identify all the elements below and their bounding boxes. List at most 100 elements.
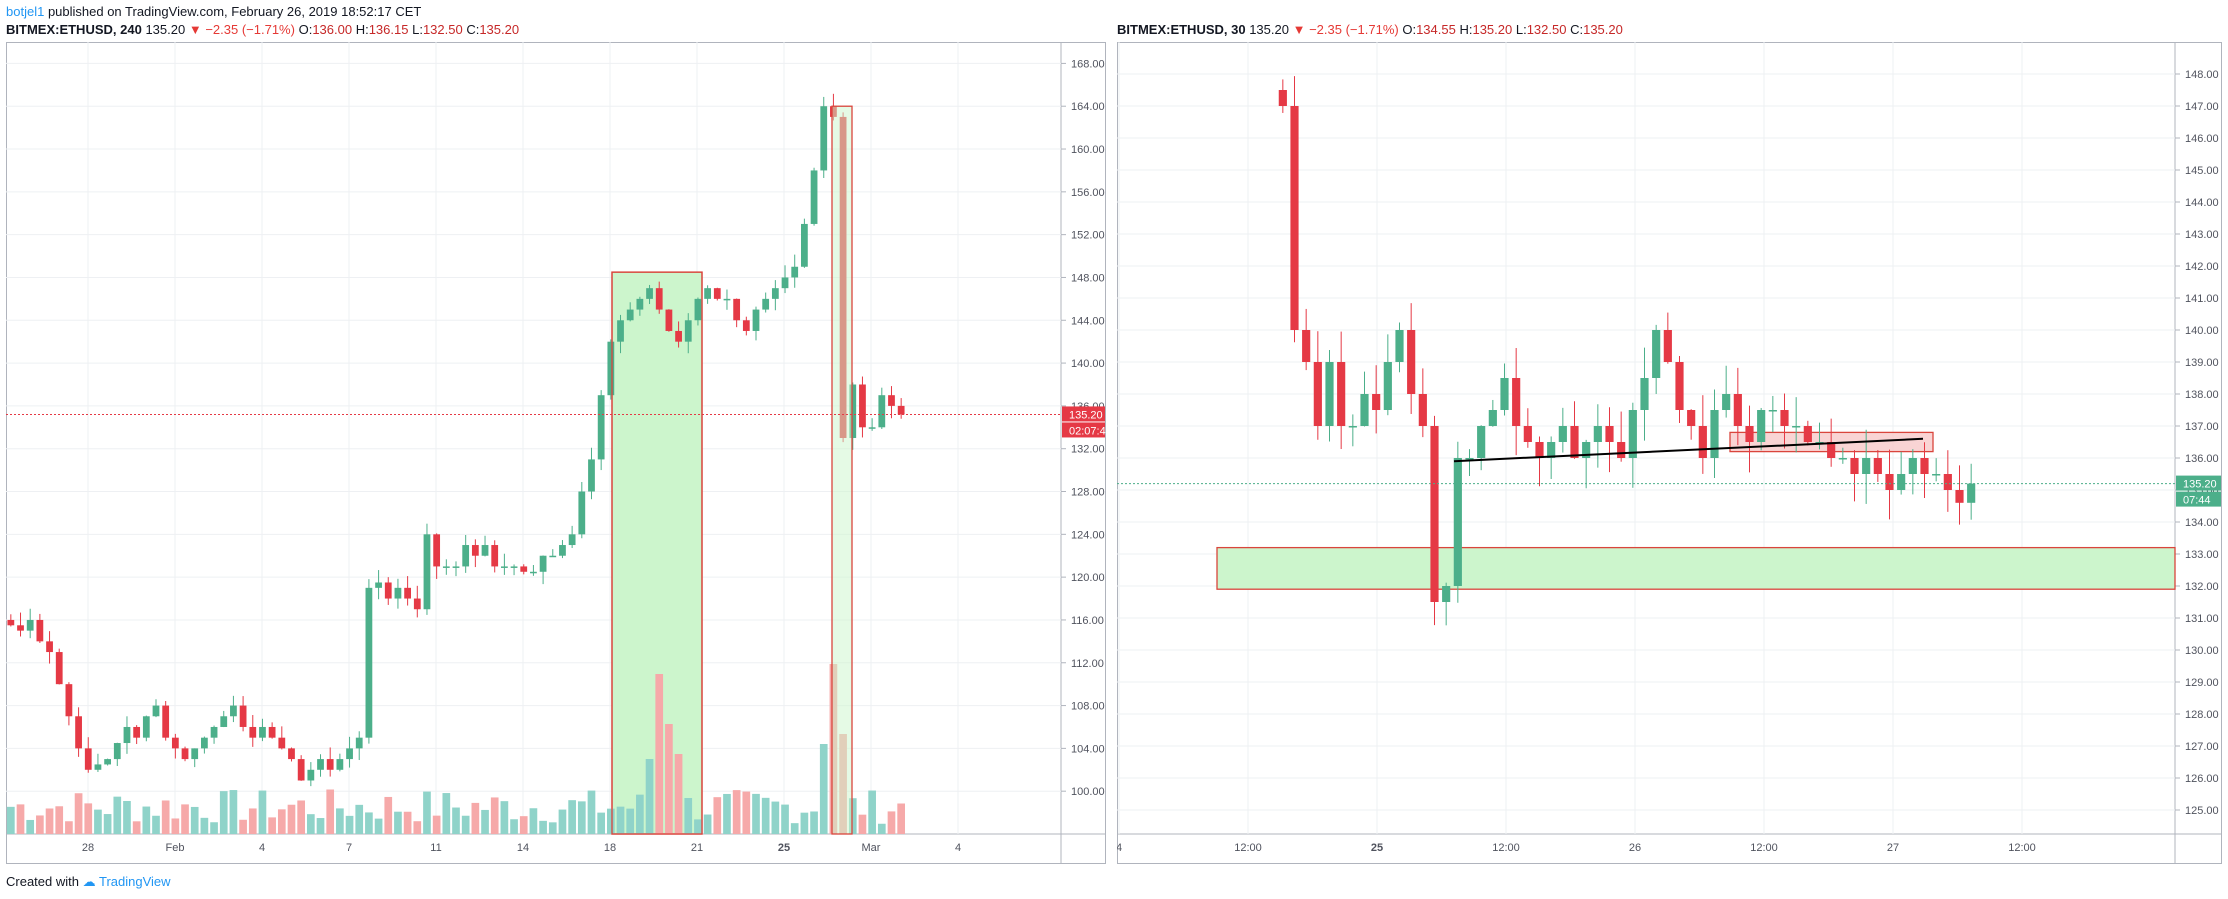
candle-body [559,545,566,556]
volume-bar [132,821,141,834]
candle-body [1885,474,1894,490]
candle-body [46,641,53,653]
volume-bar [781,804,789,834]
candle-body [1920,458,1929,474]
candle-body [1757,410,1766,442]
volume-bar [210,822,218,834]
volume-bar [500,801,509,834]
candle-body [1337,362,1346,426]
y-tick-label: 108.00 [1071,701,1105,713]
volume-bar [394,811,402,834]
author-link[interactable]: botjel1 [6,4,45,19]
y-tick-label: 146.00 [2185,133,2219,145]
last-price-label: 135.20 [1069,409,1103,421]
right-symbol-line: BITMEX:ETHUSD, 30 135.20 ▼ −2.35 (−1.71%… [1117,22,1623,37]
y-tick-label: 160.00 [1071,144,1105,156]
volume-bar [65,821,73,834]
candle-body [675,330,682,342]
candle-body [1383,362,1392,410]
candle-body [1628,410,1637,458]
y-tick-label: 145.00 [2185,165,2219,177]
y-tick-label: 148.00 [2185,69,2219,81]
volume-bar [423,791,431,834]
chart-frame [6,42,1106,864]
candle-body [1862,458,1871,474]
candle-body [307,769,315,781]
y-tick-label: 139.00 [2185,357,2219,369]
x-tick-label: 21 [691,842,703,854]
candle-body [520,566,528,572]
volume-bar [26,819,35,834]
y-tick-label: 156.00 [1071,187,1105,199]
candle-body [36,619,44,642]
right-chart[interactable]: 125.00 126.00 127.00 128.00 129.00 130.00 131.… [1117,42,2222,864]
candle-body [878,395,886,428]
candle-body [539,555,547,572]
candle-body [781,277,789,289]
candle-body [355,737,363,749]
volume-bar [442,793,451,834]
tradingview-link[interactable]: TradingView [99,874,171,889]
y-tick-label: 128.00 [2185,709,2219,721]
support-zone-box [1216,546,2176,590]
candle-body [1407,330,1416,394]
candle-body [1512,378,1521,426]
candle-body [394,587,402,599]
candle-body [317,759,324,770]
candle-body [123,726,131,744]
candle-body [684,320,692,342]
candle-body [820,106,828,171]
candle-body [346,748,353,760]
candle-body [191,748,199,760]
volume-bar [171,818,180,834]
candle-body [713,288,721,299]
candle-body [84,748,92,770]
countdown-label: 07:44 [2183,495,2211,507]
candle-body [491,545,499,567]
volume-bar [268,817,276,834]
candle-body [55,652,63,685]
left-low: 132.50 [422,22,463,37]
candle-body [1477,426,1486,458]
candle-body [1348,426,1357,428]
candle-body [665,309,673,331]
y-tick-label: 127.00 [2185,741,2219,753]
volume-bar [287,804,296,834]
y-tick-label: 133.00 [2185,549,2219,561]
candle-body [462,545,470,567]
left-chart[interactable]: 100.00 104.00 108.00 112.00 116.00 120.00 124.… [6,42,1106,864]
candle-body [733,298,741,321]
candle-body [481,545,489,556]
y-tick-label: 104.00 [1071,743,1105,755]
y-tick-label: 137.00 [2185,421,2219,433]
volume-bar [732,790,741,834]
volume-bar [365,812,373,834]
volume-bar [539,820,547,834]
candle-body [752,309,760,331]
volume-bar [384,796,393,834]
candle-body [704,288,711,299]
candle-body [104,759,111,765]
left-close: 135.20 [479,22,520,37]
candle-body [239,705,247,727]
footer: Created with ☁ TradingView [6,874,171,890]
y-tick-label: 147.00 [2185,101,2219,113]
volume-bar [558,809,567,834]
volume-bar [636,794,644,834]
candle-body [171,737,179,749]
candle-body [588,459,595,492]
candle-body [849,384,857,438]
candle-body [694,298,702,321]
volume-bar [655,674,664,834]
candle-body [1325,362,1334,426]
candle-body [1838,458,1847,460]
candle-body [1873,458,1882,474]
x-tick-label: 25 [1371,842,1383,854]
left-down-arrow-icon: ▼ [188,22,202,37]
candle-body [568,534,576,546]
y-tick-label: 152.00 [1071,230,1105,242]
volume-bar [200,817,209,834]
candle-body [7,619,15,626]
volume-bar [248,808,257,834]
left-symbol: BITMEX:ETHUSD, 240 [6,22,142,37]
